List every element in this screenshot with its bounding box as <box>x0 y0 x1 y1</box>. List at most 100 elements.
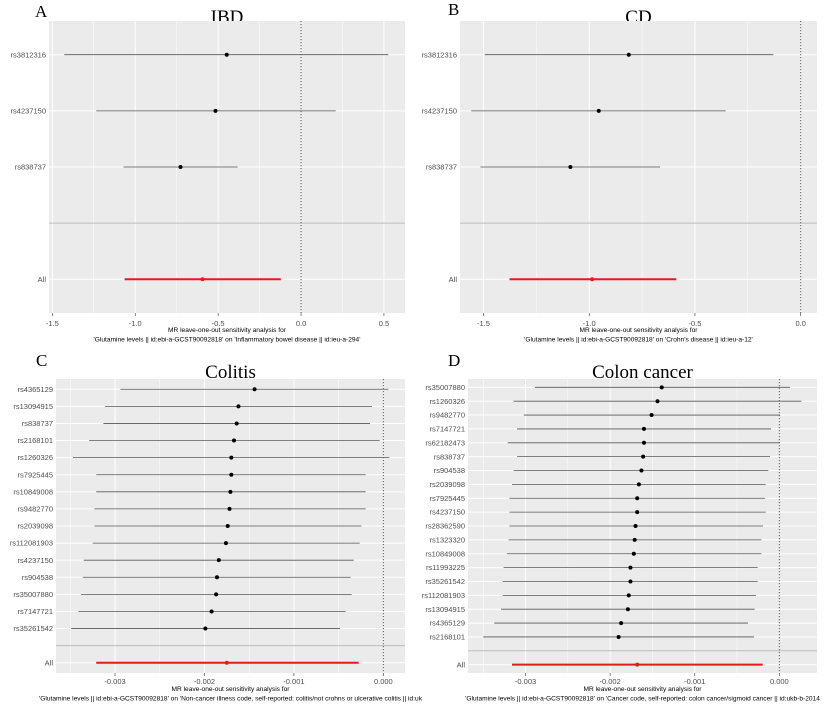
snp-estimate-point <box>655 399 660 404</box>
y-tick-label: rs7925445 <box>18 470 53 479</box>
y-tick-label: rs2039098 <box>430 480 465 489</box>
y-tick-label: rs13094915 <box>13 402 53 411</box>
y-tick-label: rs2168101 <box>430 633 465 642</box>
x-axis-label: 'Glutamine levels || id:ebi-a-GCST900928… <box>94 337 361 344</box>
snp-estimate-point <box>214 592 219 597</box>
y-tick-label: rs4237150 <box>422 106 457 115</box>
overall-estimate-point <box>635 662 640 667</box>
snp-estimate-point <box>229 472 234 477</box>
y-tick-label: rs35007880 <box>425 383 465 392</box>
snp-estimate-point <box>635 510 640 515</box>
y-tick-label: rs35007880 <box>13 590 53 599</box>
y-tick-label: rs4237150 <box>18 556 53 565</box>
y-tick-label: rs1260326 <box>430 397 465 406</box>
snp-estimate-point <box>234 421 239 426</box>
panel-a: A IBD-1.5 -1.0 -0.5 0.0 0.5rs3812316rs4237150… <box>11 2 405 344</box>
x-tick-label: -0.5 <box>688 319 701 328</box>
snp-estimate-point <box>225 524 230 528</box>
y-tick-label: rs7925445 <box>430 494 465 503</box>
x-tick-label: -0.002 <box>599 677 620 686</box>
x-axis-label: 'Glutamine levels || id:ebi-a-GCST900928… <box>465 696 820 703</box>
y-tick-label: rs9482770 <box>18 505 53 514</box>
panel-title: Colitis <box>205 362 256 383</box>
snp-estimate-point <box>625 607 630 612</box>
panel-label: B <box>448 0 459 19</box>
snp-estimate-point <box>209 609 214 614</box>
snp-estimate-point <box>632 537 637 542</box>
y-tick-label: rs35261542 <box>425 577 465 586</box>
y-tick-label: rs112081903 <box>422 591 465 600</box>
panel-label: D <box>448 351 460 370</box>
x-tick-label: -0.5 <box>212 319 225 328</box>
snp-estimate-point <box>236 404 241 409</box>
panel-c: C Colitis -0.003 -0.002 -0.001 0.000 rs4365129… <box>10 351 423 703</box>
snp-estimate-point <box>229 455 234 460</box>
snp-estimate-point <box>214 575 219 580</box>
snp-estimate-point <box>216 558 221 563</box>
snp-estimate-point <box>231 438 236 443</box>
panel-d: D Colon cancer -0.003 -0.002 -0.001 0.000 rs35… <box>422 351 820 703</box>
x-tick-label: -1.0 <box>583 319 596 328</box>
snp-estimate-point <box>639 468 644 473</box>
x-tick-label: 0.0 <box>795 319 805 328</box>
x-tick-label: -0.001 <box>684 677 705 686</box>
snp-estimate-point <box>631 551 636 556</box>
overall-estimate-point <box>224 660 229 665</box>
snp-estimate-point <box>628 565 633 570</box>
x-axis-label: MR leave-one-out sensitivity analysis fo… <box>171 686 290 693</box>
snp-estimate-point <box>626 593 631 598</box>
y-tick-label: rs1323320 <box>430 535 465 544</box>
y-tick-label: All <box>457 660 466 669</box>
y-tick-label: rs904538 <box>22 573 53 582</box>
y-tick-label: rs1260326 <box>18 453 53 462</box>
x-axis-label: MR leave-one-out sensitivity analysis fo… <box>168 327 287 334</box>
y-tick-label: All <box>449 275 458 284</box>
y-tick-label: rs904538 <box>434 466 465 475</box>
x-tick-label: 0.000 <box>374 677 393 686</box>
snp-estimate-point <box>213 108 218 113</box>
y-tick-label: rs28362590 <box>425 522 465 531</box>
y-tick-label: rs838737 <box>15 163 46 172</box>
y-tick-label: rs35261542 <box>13 624 53 633</box>
panel-label: A <box>35 2 48 21</box>
y-tick-label: rs7147721 <box>430 425 465 434</box>
y-tick-label: rs838737 <box>22 419 53 428</box>
snp-estimate-point <box>633 524 638 528</box>
x-tick-label: 0.5 <box>379 319 389 328</box>
y-tick-label: rs838737 <box>434 452 465 461</box>
y-tick-label: rs2168101 <box>18 436 53 445</box>
snp-estimate-point <box>228 489 233 494</box>
y-tick-label: rs838737 <box>426 163 457 172</box>
y-tick-label: rs112081903 <box>10 539 53 548</box>
snp-estimate-point <box>649 413 654 418</box>
snp-estimate-point <box>596 108 601 113</box>
y-tick-label: rs4237150 <box>11 106 46 115</box>
y-tick-label: rs3812316 <box>422 50 457 59</box>
snp-estimate-point <box>641 426 646 431</box>
x-tick-label: -0.001 <box>283 677 304 686</box>
x-tick-label: -0.003 <box>104 677 125 686</box>
snp-estimate-point <box>224 52 229 57</box>
x-axis-label: MR leave-one-out sensitivity analysis fo… <box>579 327 698 334</box>
snp-estimate-point <box>628 579 633 584</box>
x-axis-label: MR leave-one-out sensitivity analysis fo… <box>583 686 702 693</box>
y-tick-label: rs4365129 <box>430 619 465 628</box>
snp-estimate-point <box>252 387 257 392</box>
panel-b: B CD-1.5 -1.0 -0.5 0.0rs3812316rs4237150rs83… <box>422 0 817 344</box>
x-tick-label: -0.003 <box>515 677 536 686</box>
snp-estimate-point <box>223 541 228 546</box>
y-tick-label: rs13094915 <box>425 605 465 614</box>
y-tick-label: rs7147721 <box>18 607 53 616</box>
snp-estimate-point <box>178 165 183 169</box>
x-tick-label: -1.0 <box>129 319 142 328</box>
x-tick-label: 0.000 <box>770 677 789 686</box>
snp-estimate-point <box>616 634 621 639</box>
y-tick-label: rs4237150 <box>430 508 465 517</box>
snp-estimate-point <box>568 165 573 169</box>
x-tick-label: -1.5 <box>46 319 59 328</box>
y-tick-label: rs10849008 <box>425 549 465 558</box>
panel-label: C <box>36 351 47 370</box>
snp-estimate-point <box>227 506 232 511</box>
snp-estimate-point <box>635 496 640 501</box>
y-tick-label: rs9482770 <box>430 411 465 420</box>
